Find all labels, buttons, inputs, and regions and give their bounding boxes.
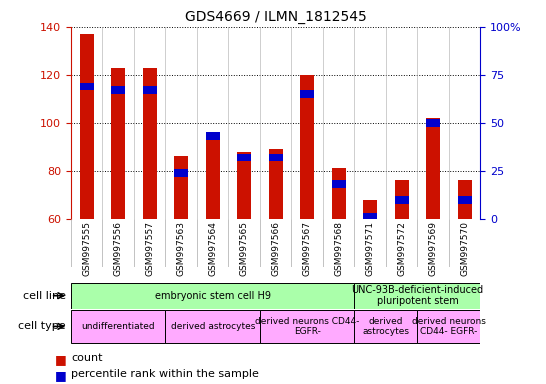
Bar: [395, 180, 409, 219]
Text: GSM997571: GSM997571: [366, 221, 375, 276]
Text: ■: ■: [55, 369, 67, 382]
Text: GSM997572: GSM997572: [397, 221, 406, 276]
Bar: [331, 180, 346, 188]
Text: GSM997569: GSM997569: [429, 221, 438, 276]
Bar: [174, 169, 188, 177]
Bar: [269, 154, 283, 161]
Text: ■: ■: [55, 353, 67, 366]
Text: GSM997563: GSM997563: [177, 221, 186, 276]
Text: cell line: cell line: [22, 291, 66, 301]
Bar: [260, 310, 354, 343]
Text: GSM997555: GSM997555: [82, 221, 91, 276]
Bar: [237, 154, 251, 161]
Bar: [206, 132, 220, 140]
Bar: [206, 140, 220, 219]
Bar: [80, 83, 94, 90]
Text: count: count: [71, 353, 103, 363]
Text: cell type: cell type: [18, 321, 66, 331]
Text: undifferentiated: undifferentiated: [81, 322, 155, 331]
Bar: [174, 157, 188, 219]
Bar: [354, 310, 418, 343]
Text: GSM997557: GSM997557: [145, 221, 154, 276]
Bar: [418, 310, 480, 343]
Bar: [71, 310, 165, 343]
Bar: [111, 68, 126, 219]
Text: percentile rank within the sample: percentile rank within the sample: [71, 369, 259, 379]
Bar: [426, 118, 440, 219]
Bar: [143, 68, 157, 219]
Bar: [165, 310, 260, 343]
Text: GSM997568: GSM997568: [334, 221, 343, 276]
Bar: [426, 119, 440, 127]
Text: embryonic stem cell H9: embryonic stem cell H9: [155, 291, 271, 301]
Bar: [269, 149, 283, 219]
Text: GSM997564: GSM997564: [208, 221, 217, 276]
Text: derived neurons CD44-
EGFR-: derived neurons CD44- EGFR-: [255, 317, 359, 336]
Text: GSM997570: GSM997570: [460, 221, 469, 276]
Bar: [300, 90, 314, 98]
Text: GSM997565: GSM997565: [240, 221, 249, 276]
Bar: [458, 196, 472, 204]
Bar: [363, 213, 377, 221]
Bar: [458, 180, 472, 219]
Text: UNC-93B-deficient-induced
pluripotent stem: UNC-93B-deficient-induced pluripotent st…: [352, 285, 484, 306]
Bar: [331, 169, 346, 219]
Bar: [395, 196, 409, 204]
Bar: [363, 200, 377, 219]
Text: GSM997567: GSM997567: [302, 221, 312, 276]
Text: GSM997566: GSM997566: [271, 221, 280, 276]
Bar: [354, 283, 480, 309]
Bar: [300, 75, 314, 219]
Text: derived astrocytes: derived astrocytes: [170, 322, 255, 331]
Text: GSM997556: GSM997556: [114, 221, 123, 276]
Title: GDS4669 / ILMN_1812545: GDS4669 / ILMN_1812545: [185, 10, 366, 25]
Text: derived neurons
CD44- EGFR-: derived neurons CD44- EGFR-: [412, 317, 486, 336]
Text: derived
astrocytes: derived astrocytes: [363, 317, 410, 336]
Bar: [143, 86, 157, 94]
Bar: [71, 283, 354, 309]
Bar: [237, 152, 251, 219]
Bar: [111, 86, 126, 94]
Bar: [80, 34, 94, 219]
